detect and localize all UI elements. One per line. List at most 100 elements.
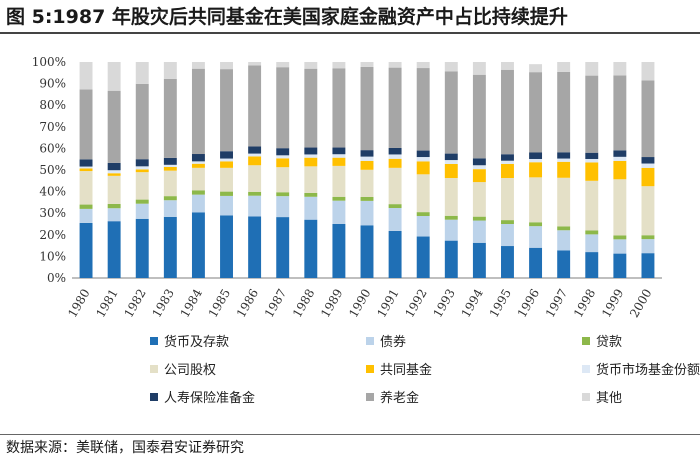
x-tick-label: 2000: [627, 287, 654, 320]
bar-segment: [191, 194, 205, 213]
x-tick-label: 1998: [571, 287, 598, 320]
legend-swatch: [366, 365, 374, 373]
bar-segment: [501, 163, 514, 178]
bar-segment: [220, 151, 233, 159]
bar-segment: [444, 215, 458, 220]
figure-title: 图 5:1987 年股灾后共同基金在美国家庭金融资产中占比持续提升: [6, 6, 568, 28]
bar-segment: [79, 208, 93, 223]
bar-segment: [416, 68, 430, 151]
bar-segment: [135, 159, 149, 167]
x-tick-label: 1988: [290, 287, 317, 320]
bar-segment: [304, 62, 318, 69]
bar-segment: [248, 62, 262, 66]
bar-segment: [501, 160, 514, 164]
bar-segment: [220, 191, 233, 196]
bar-segment: [529, 162, 543, 178]
bar-segment: [220, 167, 233, 192]
bar-segment: [332, 224, 346, 278]
bar-segment: [135, 62, 149, 84]
bar-segment: [135, 199, 149, 204]
bar-segment: [529, 222, 543, 227]
y-tick-label: 20%: [39, 228, 66, 242]
bar-segment: [529, 72, 543, 153]
bar-segment: [388, 230, 402, 278]
bar-segment: [304, 154, 318, 158]
legend-swatch: [582, 337, 590, 345]
bar-segment: [501, 62, 514, 70]
bar-segment: [388, 204, 402, 209]
x-tick-label: 1999: [599, 287, 626, 320]
bar-segment: [557, 177, 571, 227]
bar-segment: [79, 171, 93, 205]
bar-segment: [163, 196, 177, 201]
bar-segment: [220, 161, 233, 168]
bar-segment: [472, 242, 486, 278]
bar-segment: [163, 157, 177, 165]
bar-segment: [613, 75, 627, 151]
bar-segment: [135, 203, 149, 219]
legend-label: 其他: [596, 391, 622, 406]
x-tick-label: 1986: [234, 287, 261, 320]
bar-segment: [557, 152, 571, 159]
bar-segment: [557, 71, 571, 153]
bar-segment: [641, 186, 655, 236]
y-tick-label: 10%: [39, 249, 66, 263]
bar-segment: [557, 226, 571, 231]
bar-segment: [163, 164, 177, 167]
bar-segment: [191, 212, 205, 278]
bar-segment: [135, 83, 149, 160]
bar-segment: [248, 191, 262, 196]
x-tick-label: 1980: [65, 287, 92, 320]
bar-segment: [557, 158, 571, 162]
bar-segment: [191, 62, 205, 69]
bar-segment: [472, 169, 486, 183]
bar-segment: [585, 158, 599, 163]
bar-segment: [501, 69, 514, 155]
bar-segment: [444, 219, 458, 241]
y-tick-label: 70%: [39, 120, 66, 134]
bar-segment: [501, 220, 514, 224]
bar-segment: [248, 216, 262, 278]
bar-segment: [220, 62, 233, 70]
x-tick-label: 1989: [318, 287, 345, 320]
bar-segment: [220, 195, 233, 216]
bar-segment: [360, 169, 374, 197]
x-tick-label: 1995: [487, 287, 514, 320]
bar-segment: [332, 200, 346, 224]
bar-segment: [332, 147, 346, 155]
bar-segment: [332, 68, 346, 148]
bar-segment: [613, 235, 627, 240]
y-tick-label: 0%: [47, 271, 66, 285]
bar-segment: [613, 156, 627, 161]
bar-segment: [276, 148, 290, 156]
y-tick-label: 50%: [39, 163, 66, 177]
bar-segment: [529, 64, 543, 73]
bar-segment: [79, 89, 93, 160]
bar-segment: [388, 154, 402, 159]
bar-segment: [585, 162, 599, 181]
bar-segment: [135, 172, 149, 200]
bar-segment: [304, 147, 318, 155]
bar-segment: [472, 62, 486, 75]
bar-segment: [107, 203, 121, 209]
legend-swatch: [150, 365, 158, 373]
bar-segment: [557, 250, 571, 278]
bar-segment: [276, 196, 290, 218]
bar-segment: [276, 192, 290, 197]
y-tick-label: 100%: [32, 55, 66, 69]
bar-segment: [641, 167, 655, 187]
bar-segment: [276, 217, 290, 278]
y-tick-label: 90%: [39, 77, 66, 91]
bar-segment: [641, 163, 655, 168]
bar-segment: [191, 68, 205, 155]
bar-segment: [79, 166, 93, 169]
bar-segment: [107, 170, 121, 174]
bar-segment: [191, 190, 205, 195]
bar-segment: [585, 180, 599, 231]
bar-segment: [416, 236, 430, 278]
bar-segment: [472, 74, 486, 159]
bar-segment: [163, 62, 177, 79]
bar-segment: [248, 156, 262, 166]
bar-segment: [304, 68, 318, 148]
bar-segment: [416, 161, 430, 175]
